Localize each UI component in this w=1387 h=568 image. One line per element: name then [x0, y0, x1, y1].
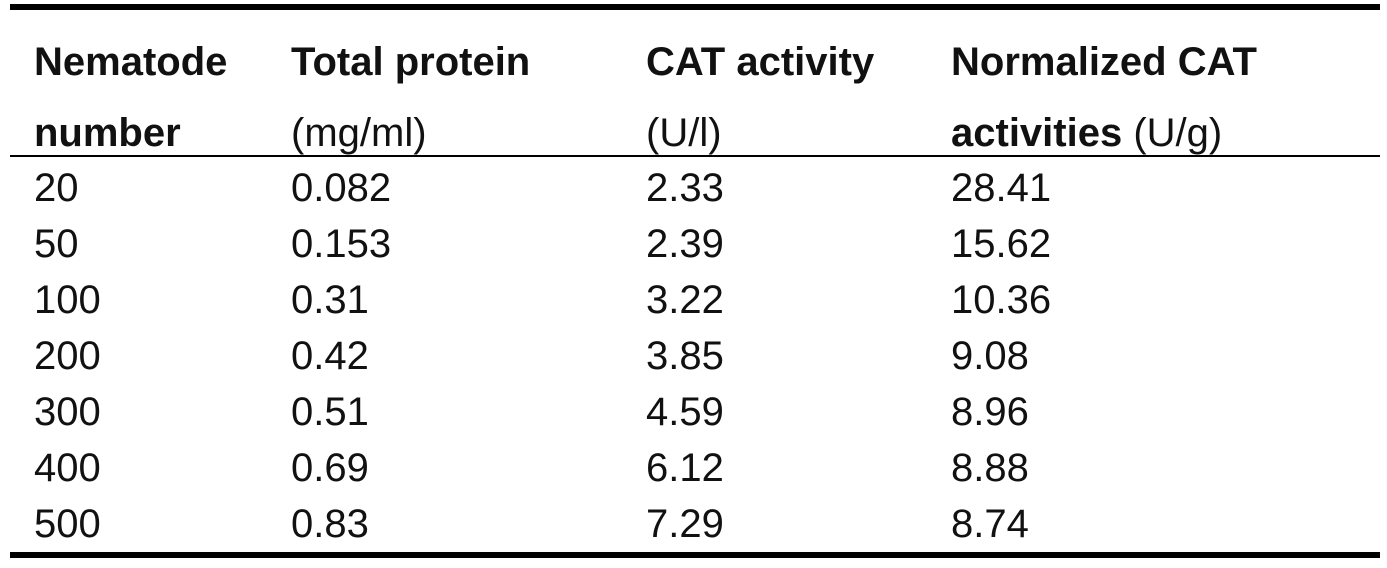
- header-col1-line2: number: [34, 113, 181, 153]
- table-header: Nematode number Total protein (mg/ml) CA…: [10, 10, 1380, 155]
- table-row: 200 0.42 3.85 9.08: [10, 336, 1380, 392]
- cell-nematode-number: 200: [34, 334, 101, 378]
- table-row: 100 0.31 3.22 10.36: [10, 280, 1380, 336]
- cell-normalized-cat: 10.36: [951, 278, 1052, 322]
- header-col4-line2: activities (U/g): [951, 113, 1222, 153]
- table-top-rule: [10, 4, 1380, 10]
- table-row: 20 0.082 2.33 28.41: [10, 168, 1380, 224]
- cell-cat-activity: 6.12: [646, 446, 724, 490]
- cell-cat-activity: 2.39: [646, 222, 724, 266]
- header-col4-line1: Normalized CAT: [951, 40, 1257, 84]
- header-col4-line2-normal: (U/g): [1122, 111, 1223, 155]
- cell-nematode-number: 500: [34, 502, 101, 546]
- cell-total-protein: 0.153: [291, 222, 392, 266]
- cell-cat-activity: 2.33: [646, 166, 724, 210]
- cell-normalized-cat: 8.88: [951, 446, 1029, 490]
- header-col2-line2: (mg/ml): [291, 113, 427, 153]
- cell-nematode-number: 100: [34, 278, 101, 322]
- header-col2-line2-normal: (mg/ml): [291, 111, 427, 155]
- cell-total-protein: 0.42: [291, 334, 369, 378]
- cell-cat-activity: 3.22: [646, 278, 724, 322]
- cell-nematode-number: 400: [34, 446, 101, 490]
- cell-normalized-cat: 28.41: [951, 166, 1052, 210]
- cell-nematode-number: 50: [34, 222, 79, 266]
- header-col3-line1: CAT activity: [646, 40, 875, 84]
- cell-total-protein: 0.082: [291, 166, 392, 210]
- header-col3-line2: (U/l): [646, 113, 722, 153]
- table-header-rule: [10, 155, 1380, 157]
- cell-normalized-cat: 9.08: [951, 334, 1029, 378]
- cell-total-protein: 0.69: [291, 446, 369, 490]
- data-table: Nematode number Total protein (mg/ml) CA…: [10, 4, 1380, 558]
- cell-nematode-number: 20: [34, 166, 79, 210]
- table-body: 20 0.082 2.33 28.41 50 0.153 2.39 15.62 …: [10, 157, 1380, 552]
- cell-total-protein: 0.51: [291, 390, 369, 434]
- table-row: 400 0.69 6.12 8.88: [10, 448, 1380, 504]
- table-row: 300 0.51 4.59 8.96: [10, 392, 1380, 448]
- cell-cat-activity: 3.85: [646, 334, 724, 378]
- cell-cat-activity: 7.29: [646, 502, 724, 546]
- header-col1-line2-bold: number: [34, 111, 181, 155]
- table-row: 500 0.83 7.29 8.74: [10, 504, 1380, 560]
- cell-normalized-cat: 8.74: [951, 502, 1029, 546]
- cell-normalized-cat: 15.62: [951, 222, 1052, 266]
- header-col1-line1: Nematode: [34, 40, 228, 84]
- cell-normalized-cat: 8.96: [951, 390, 1029, 434]
- table-row: 50 0.153 2.39 15.62: [10, 224, 1380, 280]
- cell-nematode-number: 300: [34, 390, 101, 434]
- header-col4-line2-bold: activities: [951, 111, 1123, 155]
- cell-total-protein: 0.83: [291, 502, 369, 546]
- cell-total-protein: 0.31: [291, 278, 369, 322]
- table-bottom-rule: [10, 552, 1380, 558]
- cell-cat-activity: 4.59: [646, 390, 724, 434]
- header-col3-line2-normal: (U/l): [646, 111, 722, 155]
- header-col2-line1: Total protein: [291, 40, 531, 84]
